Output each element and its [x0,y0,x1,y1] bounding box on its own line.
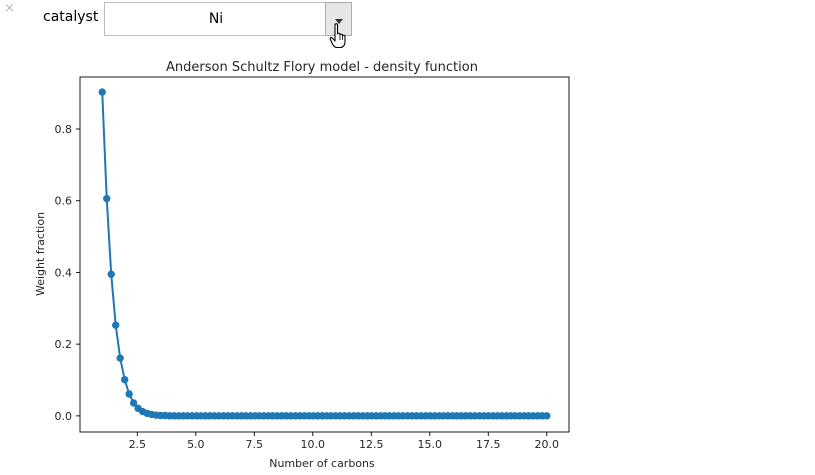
data-point [112,321,120,329]
chart-title: Anderson Schultz Flory model - density f… [166,60,478,75]
catalyst-dropdown[interactable]: Ni [104,2,352,36]
data-point [129,399,138,407]
dropdown-arrow-button[interactable] [325,2,352,36]
y-tick-label: 0.6 [55,195,73,208]
y-axis-label: Weight fraction [34,212,47,296]
data-point [107,270,115,278]
x-axis-label: Number of carbons [269,457,375,470]
data-point [120,375,129,384]
hand-cursor-icon [329,23,346,49]
data-point [125,390,133,398]
y-tick-label: 0.0 [55,410,73,423]
x-tick-label: 15.0 [418,438,443,451]
y-tick-label: 0.8 [55,123,73,136]
y-tick-label: 0.2 [55,338,73,351]
x-tick-label: 20.0 [535,438,560,451]
x-tick-label: 10.0 [301,438,326,451]
close-icon[interactable]: × [4,1,15,16]
plot-frame [79,76,570,433]
x-tick-label: 12.5 [359,438,384,451]
data-point [98,88,106,96]
catalyst-selected-value: Ni [208,11,224,27]
dropdown-arrow-icon [335,19,343,24]
data-point [116,354,124,362]
series-line [101,92,547,417]
data-point [543,412,551,420]
y-tick-label: 0.4 [55,266,73,279]
catalyst-label: catalyst [43,9,99,25]
x-tick-label: 7.5 [246,438,264,451]
data-point [103,194,111,203]
x-tick-label: 2.5 [129,438,147,451]
x-tick-label: 17.5 [476,438,501,451]
x-tick-label: 5.0 [187,438,205,451]
